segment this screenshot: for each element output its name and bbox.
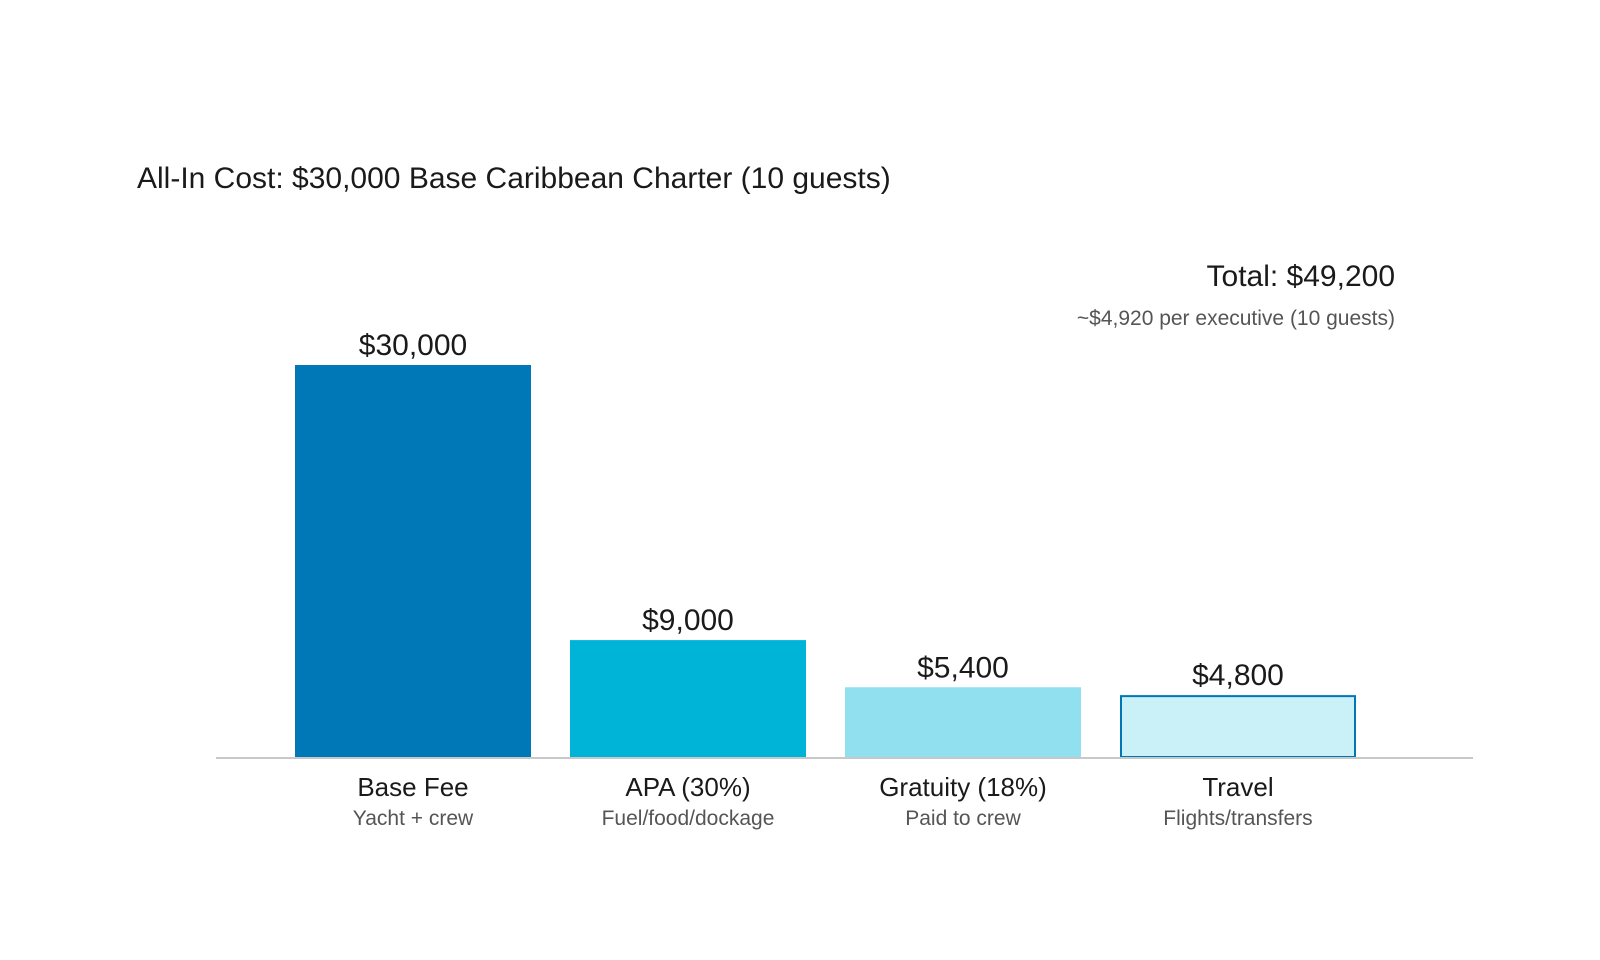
value-label-3: $4,800	[1192, 659, 1284, 692]
bar-3	[1120, 695, 1356, 758]
category-label-1: APA (30%)	[625, 772, 750, 802]
category-label-2: Gratuity (18%)	[879, 772, 1047, 802]
category-sublabel-1: Fuel/food/dockage	[602, 807, 775, 830]
category-sublabel-2: Paid to crew	[905, 807, 1021, 830]
bar-1	[570, 640, 806, 758]
category-label-0: Base Fee	[357, 772, 468, 802]
category-sublabel-3: Flights/transfers	[1163, 807, 1312, 830]
value-label-0: $30,000	[359, 329, 467, 362]
total-label: Total: $49,200	[1207, 260, 1395, 293]
category-sublabel-0: Yacht + crew	[353, 807, 474, 830]
total-sublabel: ~$4,920 per executive (10 guests)	[1077, 307, 1395, 330]
category-label-3: Travel	[1202, 772, 1273, 802]
chart-title: All-In Cost: $30,000 Base Caribbean Char…	[137, 162, 891, 195]
value-label-1: $9,000	[642, 604, 734, 637]
bar-2	[845, 687, 1081, 758]
bar-0	[295, 365, 531, 758]
bars-group: $30,000 Base Fee Yacht + crew $9,000 APA (30…	[295, 329, 1356, 830]
value-label-2: $5,400	[917, 651, 1009, 684]
